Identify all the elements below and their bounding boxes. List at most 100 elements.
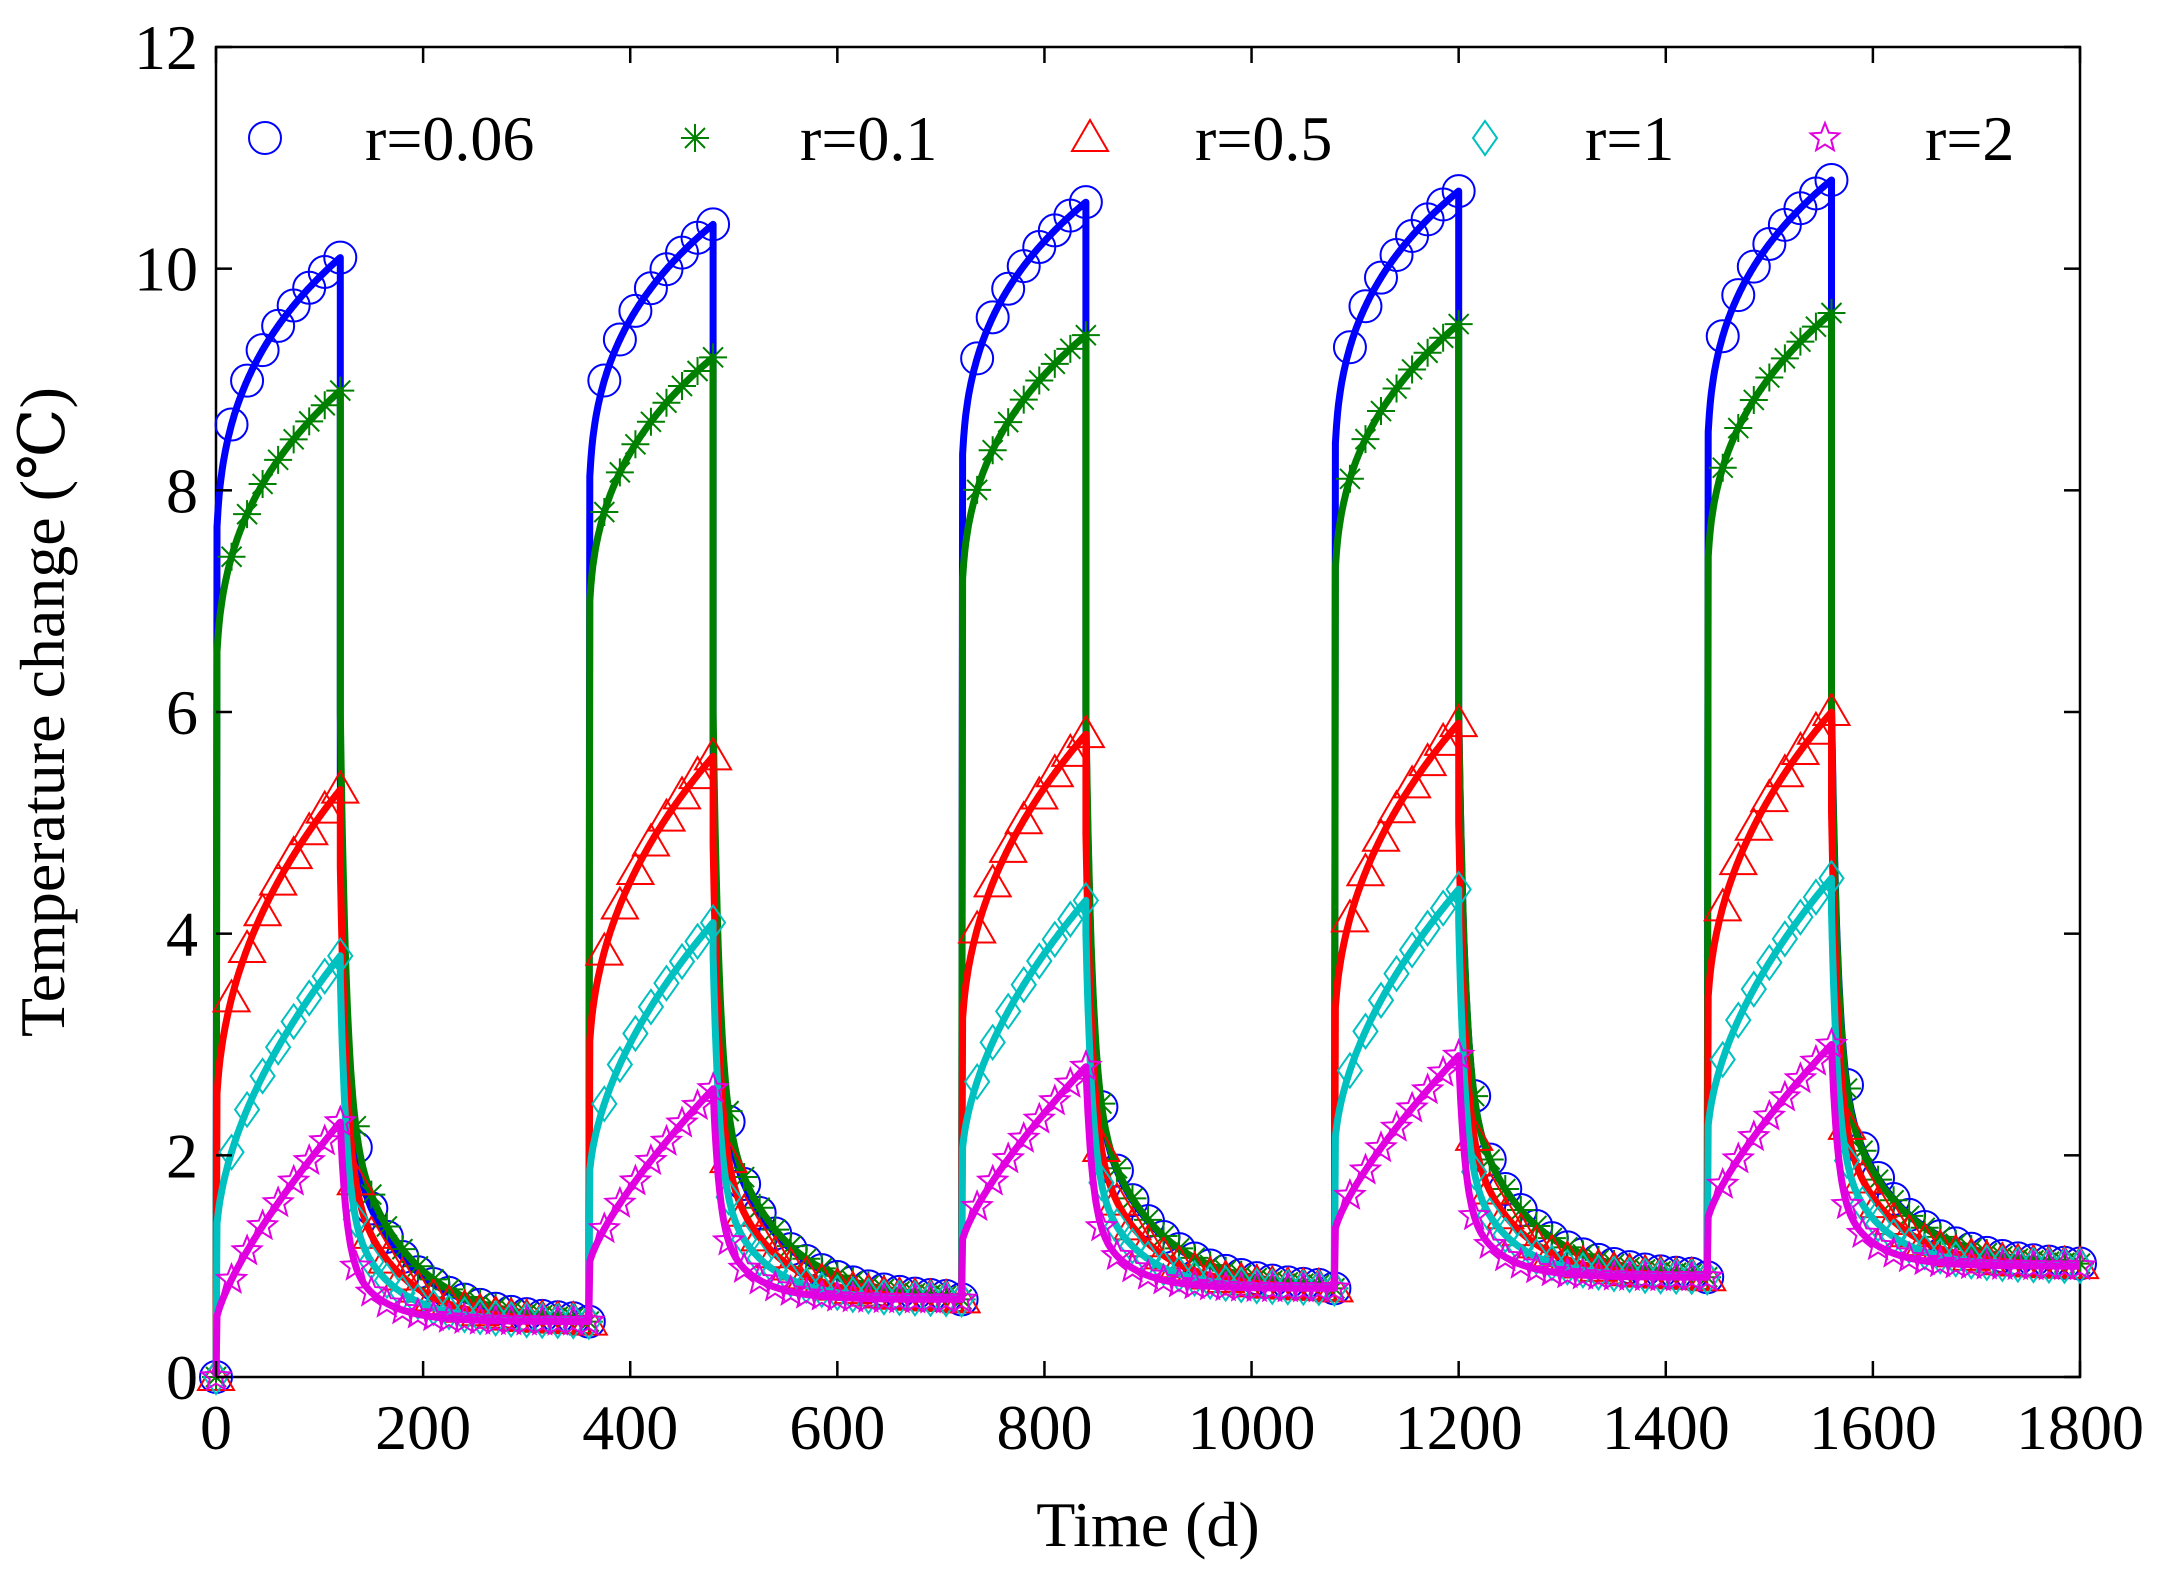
y-tick-label: 8: [166, 455, 198, 526]
data-point: [730, 1163, 759, 1192]
data-point: [1131, 1257, 1165, 1290]
data-point: [1818, 859, 1845, 897]
data-point: [416, 1299, 451, 1332]
legend-marker: [1808, 120, 1842, 153]
data-point: [323, 1104, 358, 1137]
x-tick-label: 600: [789, 1392, 885, 1463]
data-point: [1376, 789, 1417, 824]
data-point: [631, 822, 671, 857]
data-point: [295, 407, 324, 436]
data-point: [1783, 1061, 1818, 1094]
data-point: [1345, 852, 1386, 887]
data-point: [584, 931, 625, 966]
data-point: [1071, 321, 1100, 350]
data-point: [696, 207, 731, 242]
data-point: [528, 1301, 557, 1330]
data-point: [1119, 1227, 1146, 1265]
data-point: [385, 1292, 420, 1325]
data-point: [1972, 1239, 2001, 1268]
data-point: [323, 240, 358, 275]
data-point: [634, 1142, 668, 1176]
data-point: [1734, 806, 1774, 841]
data-point: [1050, 732, 1091, 767]
data-point: [1367, 397, 1395, 426]
data-point: [637, 988, 665, 1026]
data-point: [248, 469, 277, 498]
data-point: [1364, 1130, 1398, 1163]
data-point: [242, 892, 283, 927]
data-point: [1475, 1145, 1504, 1174]
series-markers: [199, 1026, 2097, 1392]
x-tick-label: 400: [582, 1392, 678, 1463]
data-point: [1830, 1187, 1864, 1220]
data-point: [273, 835, 314, 870]
data-point: [1118, 1184, 1147, 1213]
x-tick-label: 0: [200, 1392, 232, 1463]
data-point: [310, 391, 339, 420]
data-point: [587, 363, 622, 398]
data-point: [233, 1090, 261, 1129]
data-point: [793, 1266, 820, 1305]
data-point: [773, 1273, 808, 1307]
data-point: [388, 1235, 417, 1264]
data-point: [367, 1239, 407, 1274]
data-point: [233, 500, 262, 529]
data-point: [512, 1299, 541, 1328]
legend-label: r=0.1: [800, 103, 937, 174]
data-point: [776, 1232, 805, 1261]
x-tick-label: 800: [996, 1392, 1092, 1463]
legend-marker: [681, 124, 709, 152]
data-point: [1907, 1243, 1942, 1276]
data-point: [292, 1143, 327, 1176]
x-tick-label: 1600: [1809, 1392, 1937, 1463]
data-point: [730, 1220, 758, 1259]
data-point: [1383, 954, 1410, 993]
data-point: [1538, 1244, 1566, 1282]
data-point: [1414, 909, 1441, 947]
data-point: [1768, 1079, 1802, 1112]
data-point: [1799, 1043, 1833, 1076]
data-point: [1019, 775, 1060, 810]
data-point: [218, 1133, 245, 1171]
data-point: [1690, 1259, 1725, 1292]
data-point: [1523, 1237, 1550, 1276]
legend-marker: [248, 121, 282, 155]
legend-entry-r=1: r=1: [1471, 103, 1674, 174]
data-point: [435, 1275, 463, 1304]
data-point: [1460, 1082, 1489, 1111]
plot-area: [196, 45, 2100, 1396]
data-point: [1040, 349, 1069, 378]
data-point: [1003, 800, 1044, 835]
data-point: [276, 1163, 311, 1196]
data-point: [622, 1014, 649, 1053]
data-point: [606, 1045, 634, 1084]
legend-label: r=0.06: [365, 103, 534, 174]
data-point: [217, 542, 246, 571]
data-point: [1736, 1119, 1771, 1152]
x-tick-label: 200: [375, 1392, 471, 1463]
data-point: [1348, 1152, 1383, 1185]
data-point: [975, 1163, 1010, 1196]
data-point: [618, 1163, 653, 1196]
data-point: [404, 1282, 432, 1321]
data-point: [1112, 1206, 1153, 1241]
data-point: [1336, 1051, 1364, 1090]
data-point: [1352, 1012, 1379, 1050]
data-point: [1752, 1098, 1787, 1131]
data-point: [338, 1248, 373, 1281]
data-point: [745, 1193, 774, 1222]
data-point: [327, 937, 354, 975]
data-point: [1100, 1238, 1134, 1271]
data-point: [1087, 1089, 1116, 1118]
data-point: [1258, 1266, 1287, 1295]
data-point: [1382, 374, 1411, 403]
data-point: [1615, 1253, 1644, 1282]
data-point: [1317, 1270, 1352, 1303]
data-point: [1410, 1072, 1445, 1105]
data-point: [1988, 1242, 2017, 1271]
data-point: [1351, 425, 1380, 454]
data-point: [1150, 1249, 1177, 1287]
data-point: [1006, 1120, 1041, 1153]
